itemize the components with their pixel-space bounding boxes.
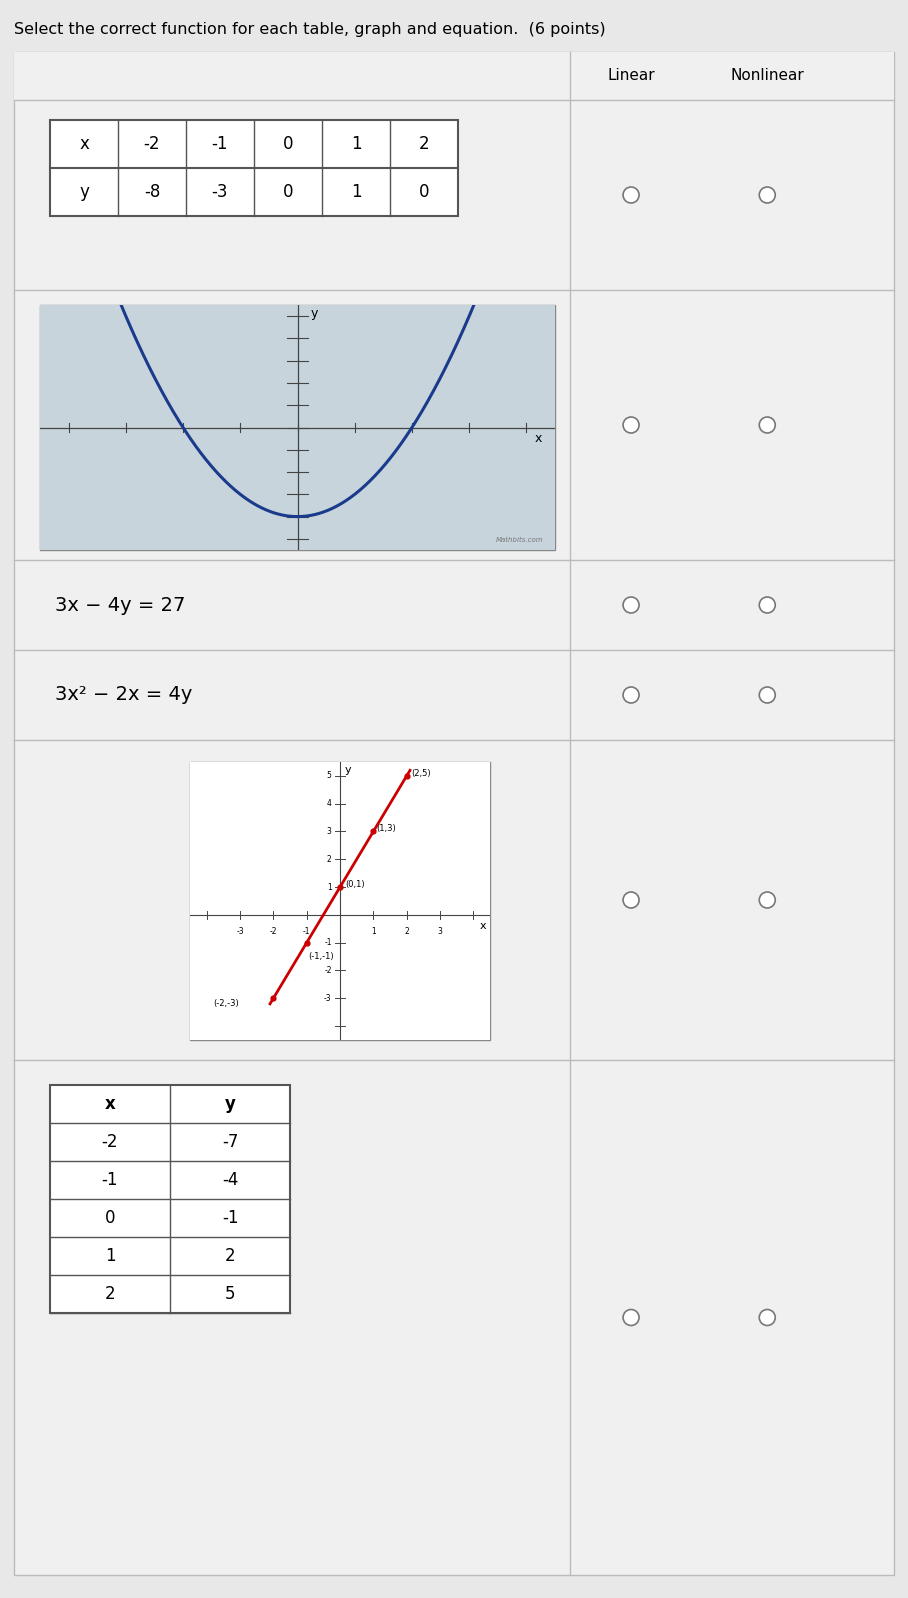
Text: -1: -1 (324, 938, 331, 948)
Text: 1: 1 (350, 184, 361, 201)
Ellipse shape (759, 1309, 775, 1325)
Ellipse shape (623, 187, 639, 203)
Ellipse shape (759, 892, 775, 908)
Text: 2: 2 (419, 134, 429, 153)
Text: (-1,-1): (-1,-1) (309, 952, 334, 960)
Text: 0: 0 (419, 184, 429, 201)
Text: Mathbits.com: Mathbits.com (496, 537, 544, 543)
Text: -4: -4 (222, 1171, 238, 1189)
Text: 3: 3 (438, 927, 442, 936)
Text: -1: -1 (303, 927, 311, 936)
Text: 1: 1 (371, 927, 376, 936)
Text: -3: -3 (236, 927, 244, 936)
Text: -1: -1 (102, 1171, 118, 1189)
Text: -2: -2 (143, 134, 160, 153)
Text: 0: 0 (282, 134, 293, 153)
Text: 1: 1 (327, 882, 331, 892)
Bar (14, 53, 894, 101)
Text: 3: 3 (327, 828, 331, 836)
Text: y: y (79, 184, 89, 201)
Text: y: y (311, 307, 319, 321)
Text: -2: -2 (270, 927, 277, 936)
Bar (50, 120, 458, 216)
Ellipse shape (759, 417, 775, 433)
Text: 2: 2 (224, 1246, 235, 1266)
Text: -1: -1 (222, 1210, 238, 1227)
Text: 2: 2 (327, 855, 331, 865)
Text: (-2,-3): (-2,-3) (213, 999, 239, 1008)
Ellipse shape (623, 417, 639, 433)
Text: 2: 2 (104, 1285, 115, 1302)
Text: 1: 1 (350, 134, 361, 153)
Text: x: x (79, 134, 89, 153)
Text: Select the correct function for each table, graph and equation.  (6 points): Select the correct function for each tab… (14, 22, 606, 37)
Text: 5: 5 (225, 1285, 235, 1302)
Ellipse shape (623, 687, 639, 703)
Text: 1: 1 (104, 1246, 115, 1266)
Text: Linear: Linear (607, 69, 655, 83)
Text: -2: -2 (324, 967, 331, 975)
Bar (190, 762, 490, 1040)
Ellipse shape (623, 892, 639, 908)
Text: x: x (534, 431, 541, 446)
Text: x: x (480, 920, 487, 932)
Text: 5: 5 (327, 772, 331, 780)
Text: Nonlinear: Nonlinear (730, 69, 804, 83)
Text: y: y (345, 765, 351, 775)
Text: -8: -8 (143, 184, 160, 201)
Text: 0: 0 (282, 184, 293, 201)
Text: -7: -7 (222, 1133, 238, 1151)
Text: (0,1): (0,1) (345, 880, 365, 888)
Text: 0: 0 (104, 1210, 115, 1227)
Bar (40, 305, 555, 550)
Text: -3: -3 (212, 184, 228, 201)
Text: y: y (224, 1095, 235, 1112)
Ellipse shape (759, 598, 775, 614)
Text: -1: -1 (212, 134, 228, 153)
Ellipse shape (759, 187, 775, 203)
Ellipse shape (623, 598, 639, 614)
Bar (50, 1085, 290, 1314)
Text: -2: -2 (102, 1133, 118, 1151)
Text: (2,5): (2,5) (411, 769, 431, 778)
Text: (1,3): (1,3) (377, 825, 397, 833)
Text: 3x − 4y = 27: 3x − 4y = 27 (55, 596, 185, 615)
Text: 3x² − 2x = 4y: 3x² − 2x = 4y (55, 686, 192, 705)
Ellipse shape (759, 687, 775, 703)
Text: x: x (104, 1095, 115, 1112)
Ellipse shape (623, 1309, 639, 1325)
Text: 2: 2 (404, 927, 409, 936)
Text: 4: 4 (327, 799, 331, 809)
Text: -3: -3 (324, 994, 331, 1004)
